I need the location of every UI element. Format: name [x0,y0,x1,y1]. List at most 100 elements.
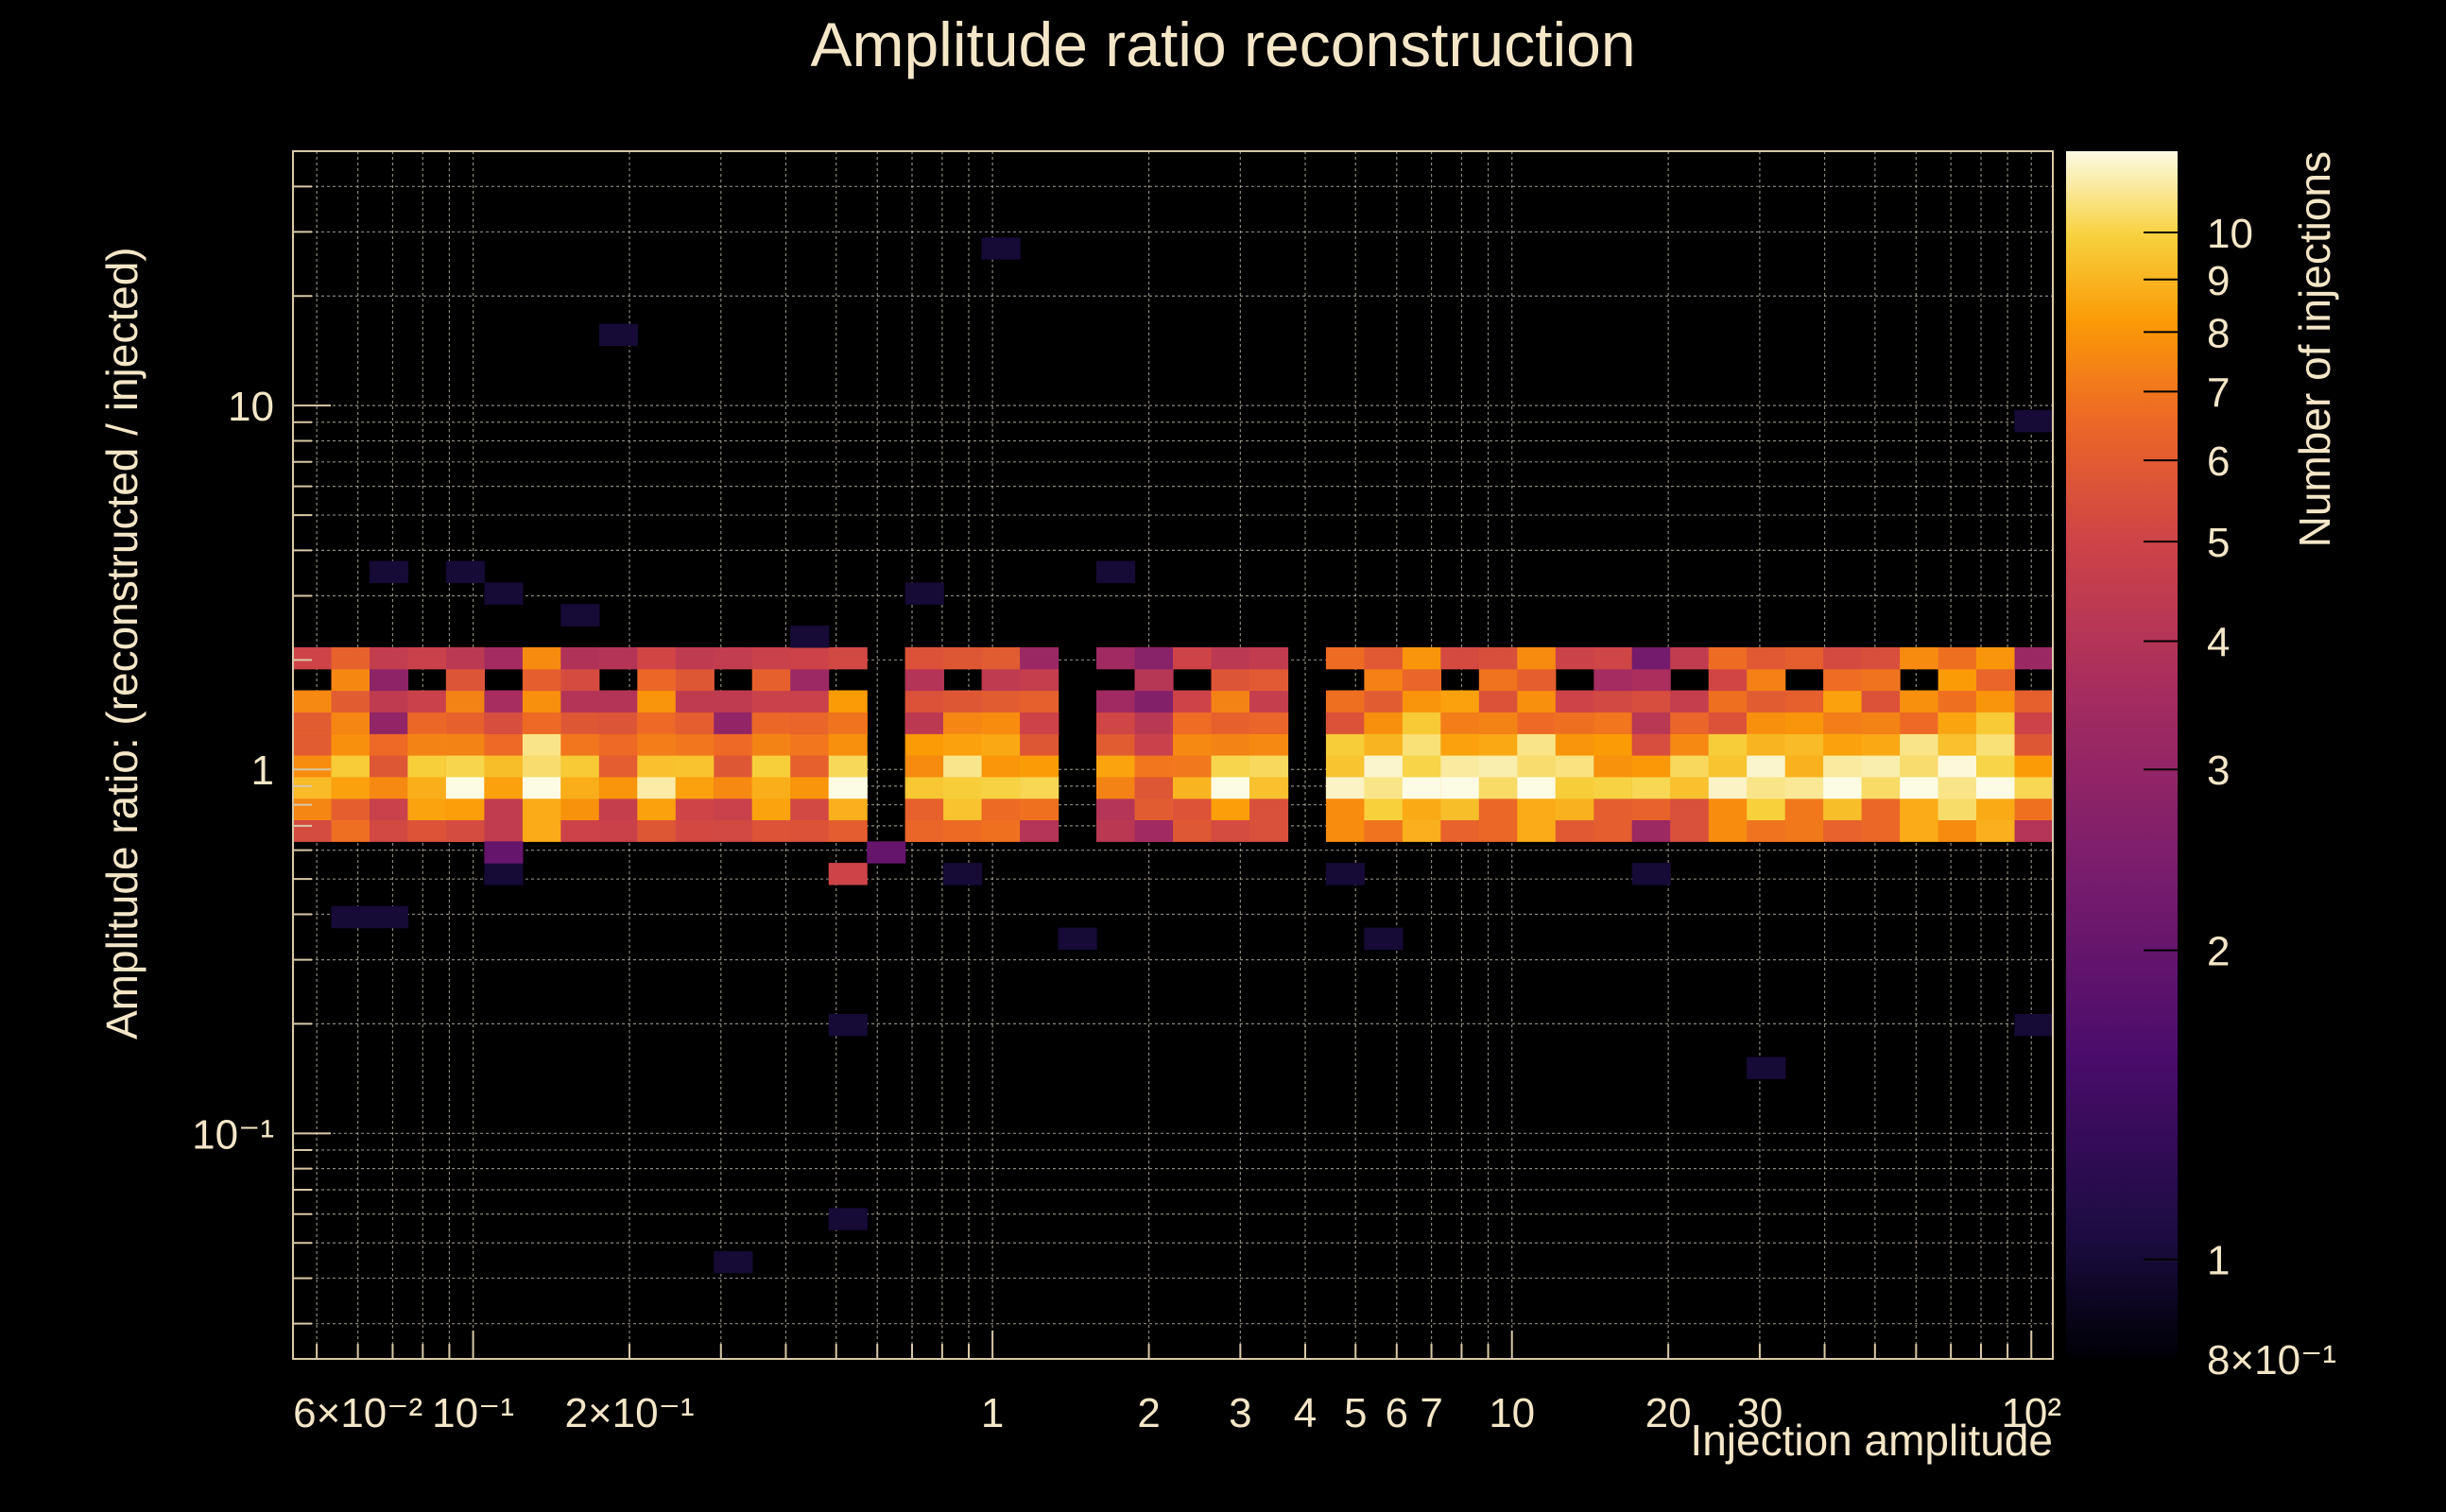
heatmap-cell [1325,819,1365,842]
heatmap-cell [751,776,791,799]
heatmap-cell [790,819,830,842]
heatmap-cell [1708,733,1748,756]
heatmap-cell [1517,690,1557,713]
heatmap-cell [1747,668,1786,692]
heatmap-cell [943,819,983,842]
heatmap-cell [1402,819,1441,842]
heatmap-cell [714,646,753,670]
heatmap-cell [2014,733,2054,756]
heatmap-cell [790,733,830,756]
heatmap-cell [293,690,333,713]
heatmap-cell [484,776,524,799]
x-axis: 6×10⁻² 10⁻¹ 2×10⁻¹ 1 2 3 4 5 6 7 10 20 30 10² [293,1331,2061,1436]
heatmap-cell [1861,712,1901,734]
heatmap-cell [1747,712,1786,734]
chart-title: Amplitude ratio reconstruction [810,9,1635,79]
heatmap-cell [1823,733,1863,756]
x-tick-label: 20 [1645,1390,1692,1436]
heatmap-cell [1747,819,1786,842]
heatmap-cell [1747,690,1786,713]
heatmap-cell [1593,646,1633,670]
heatmap-cell [293,733,333,756]
heatmap-cell [1708,819,1748,842]
heatmap-cell [445,819,485,842]
heatmap-cell [1747,755,1786,778]
heatmap-cell [828,776,868,799]
heatmap-cell [637,776,677,799]
colorbar-tick-label: 8×10⁻¹ [2207,1337,2336,1383]
heatmap-cell [1173,819,1213,842]
heatmap-cell [1670,646,1710,670]
heatmap-cell [407,690,447,713]
heatmap-cell [1784,712,1824,734]
y-axis-title: Amplitude ratio: (reconstructed / inject… [97,247,146,1040]
heatmap-cell [1020,776,1059,799]
heatmap-cell [637,755,677,778]
heatmap-cell [1823,712,1863,734]
heatmap-cell [370,733,409,756]
heatmap-cell [1708,776,1748,799]
heatmap-cell [1747,798,1786,820]
heatmap-cell [370,646,409,670]
heatmap-cell [2014,755,2054,778]
heatmap-cell [637,819,677,842]
heatmap-cell [751,668,791,692]
heatmap-cell-outlier [331,905,370,929]
plot-frame [292,150,2054,1360]
heatmap-cell-outlier [1747,1057,1786,1079]
heatmap-cell [637,798,677,820]
heatmap-cell-outlier [943,863,983,885]
heatmap-cell-outlier [1325,863,1365,885]
heatmap-cell [1823,819,1863,842]
heatmap-cell [637,733,677,756]
heatmap-cell [675,712,715,734]
heatmap-cell [1517,668,1557,692]
colorbar-tick-label: 7 [2207,369,2230,416]
heatmap-cell [1364,755,1404,778]
heatmap-cell [1440,733,1480,756]
heatmap-cell-outlier [714,1250,753,1274]
heatmap-cell [407,733,447,756]
y-tick-label: 1 [251,747,274,794]
heatmap-cell [1364,646,1404,670]
heatmap-cell [1020,646,1059,670]
heatmap-cell [1861,798,1901,820]
heatmap-cell-outlier [445,560,485,583]
heatmap-cell [1211,755,1250,778]
heatmap-cell [943,733,983,756]
heatmap-cell [1325,798,1365,820]
heatmap-cell [943,690,983,713]
heatmap-cell [1593,733,1633,756]
heatmap-cell [293,776,333,799]
heatmap-cell [1670,690,1710,713]
x-tick-label: 1 [981,1390,1004,1436]
heatmap-cell [560,646,600,670]
heatmap-cell [1555,646,1594,670]
heatmap-cell [522,819,561,842]
heatmap-cell [331,646,370,670]
heatmap-cell [1708,712,1748,734]
heatmap-cell [1517,712,1557,734]
heatmap-cell [1211,798,1250,820]
heatmap-cell [1440,712,1480,734]
heatmap-cell [2014,712,2054,734]
heatmap-cell-outlier [484,582,524,605]
heatmap-cell [1747,646,1786,670]
heatmap-cell-outlier [1364,927,1404,950]
heatmap-cell [1173,755,1213,778]
heatmap-cell [1402,646,1441,670]
heatmap-cell [1631,712,1671,734]
heatmap-cell [1134,755,1174,778]
heatmap-cell [598,690,638,713]
heatmap-cell [1325,733,1365,756]
heatmap-cell [1555,712,1594,734]
heatmap-cell [1020,690,1059,713]
heatmap-cell [370,712,409,734]
heatmap-cell [1938,712,1977,734]
heatmap-cell [1976,798,2016,820]
heatmap-cell-outlier [981,237,1021,260]
heatmap-cells [293,237,2054,1274]
heatmap-cell [445,776,485,799]
y-tick-label: 10⁻¹ [192,1111,274,1158]
heatmap-cell [1938,819,1977,842]
